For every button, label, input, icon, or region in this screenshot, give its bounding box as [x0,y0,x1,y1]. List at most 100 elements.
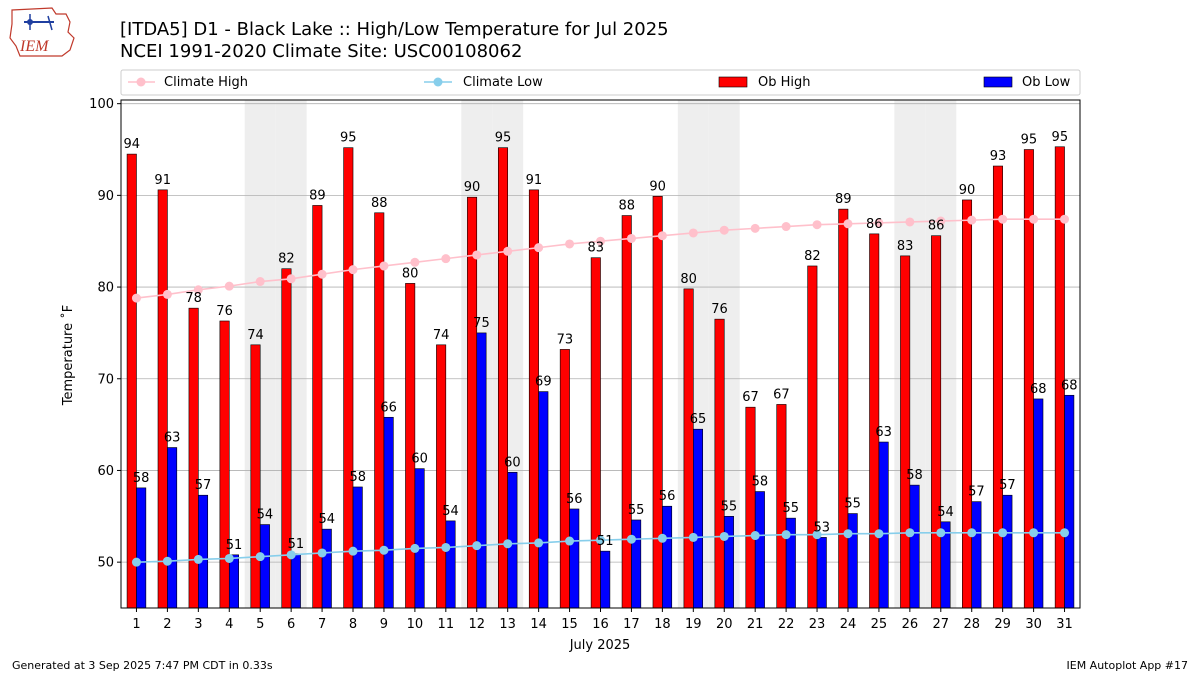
legend-ob-low: Ob Low [983,75,1071,90]
y-tick-label: 100 [89,97,114,112]
legend-climate-high: Climate High [128,75,248,90]
climate-high-point [657,231,667,241]
legend-ob-high-swatch [718,76,748,88]
climate-low-point [193,554,203,564]
ob-low-bar [259,524,270,609]
climate-low-point [967,528,977,538]
y-axis-title: Temperature ˚F [60,305,76,406]
ob-low-value-label: 66 [380,400,397,415]
ob-high-bar [838,208,849,609]
ob-low-value-label: 55 [628,503,645,518]
x-tick-label: 28 [963,617,980,632]
ob-high-value-label: 86 [928,219,945,234]
ob-high-value-label: 76 [216,304,233,319]
climate-low-point [843,529,853,539]
ob-low-value-label: 51 [597,534,614,549]
ob-high-value-label: 78 [185,291,202,306]
ob-high-value-label: 83 [897,239,914,254]
x-tick-label: 21 [747,617,764,632]
climate-high-point [998,214,1008,224]
climate-low-point [224,553,234,563]
ob-high-value-label: 86 [866,217,883,232]
ob-low-value-label: 54 [257,508,274,523]
ob-high-bar [683,288,694,609]
ob-high-bar [652,195,663,609]
legend-ob-high: Ob High [718,75,811,90]
climate-high-point [688,228,698,238]
climate-low-point [596,535,605,545]
ob-high-value-label: 88 [618,199,635,214]
climate-low-point [1029,528,1039,538]
x-tick-label: 10 [407,617,424,632]
ob-low-bar [569,508,580,609]
ob-high-bar [405,283,416,609]
ob-high-value-label: 73 [557,332,574,347]
climate-high-point [719,225,729,235]
ob-high-value-label: 80 [680,272,697,287]
ob-low-bar [847,513,858,609]
climate-low-point [874,529,884,539]
x-tick-label: 30 [1025,617,1042,632]
ob-low-bar [909,484,920,609]
ob-low-value-label: 58 [906,468,923,483]
climate-high-point [905,217,915,227]
ob-low-bar [167,447,178,609]
climate-high-point [967,215,977,225]
climate-high-point [131,293,141,303]
climate-high-point [162,289,172,299]
ob-high-value-label: 74 [247,328,264,343]
ob-low-bar [600,550,611,609]
x-tick-label: 12 [468,617,485,632]
climate-low-point [162,556,172,566]
ob-low-value-label: 53 [813,520,830,535]
ob-low-value-label: 55 [721,499,738,514]
x-tick-label: 15 [561,617,578,632]
climate-low-point [503,539,513,549]
footer-generated: Generated at 3 Sep 2025 7:47 PM CDT in 0… [12,659,273,672]
climate-high-point [781,222,791,232]
ob-high-value-label: 95 [495,131,512,146]
climate-low-point [441,542,451,552]
climate-low-point [410,543,420,553]
ob-high-value-label: 90 [649,179,666,194]
legend: Climate High Climate Low Ob High Ob Low [120,69,1081,96]
climate-low-point [255,552,265,562]
climate-high-point [255,277,265,287]
ob-high-value-label: 88 [371,196,388,211]
ob-high-bar [807,265,818,609]
climate-high-point [596,236,605,246]
climate-low-point [750,531,760,541]
x-tick-label: 16 [592,617,609,632]
x-tick-label: 14 [530,617,547,632]
ob-low-bar [693,428,704,609]
ob-low-value-label: 55 [783,501,800,516]
ob-low-value-label: 58 [349,470,366,485]
climate-high-point [472,250,482,260]
ob-high-bar [621,215,632,609]
climate-high-point [224,281,234,291]
ob-low-bar [414,468,425,609]
ob-high-bar [992,165,1003,609]
climate-low-point [781,530,791,540]
ob-high-bar [931,235,942,609]
y-tick-label: 80 [97,281,114,296]
ob-high-value-label: 95 [1021,133,1038,148]
ob-high-value-label: 95 [1052,130,1069,145]
climate-high-point [379,261,389,271]
climate-high-point [317,269,327,279]
climate-low-point [998,528,1008,538]
climate-high-point [1029,214,1039,224]
x-tick-label: 23 [809,617,826,632]
ob-low-value-label: 51 [226,538,243,553]
ob-low-bar [445,520,456,609]
x-tick-label: 2 [163,617,171,632]
x-tick-label: 17 [623,617,640,632]
ob-low-value-label: 69 [535,375,552,390]
ob-low-value-label: 56 [659,489,676,504]
climate-high-point [503,246,513,256]
ob-high-value-label: 89 [309,188,326,203]
climate-low-point [131,557,141,567]
ob-low-value-label: 63 [875,425,892,440]
